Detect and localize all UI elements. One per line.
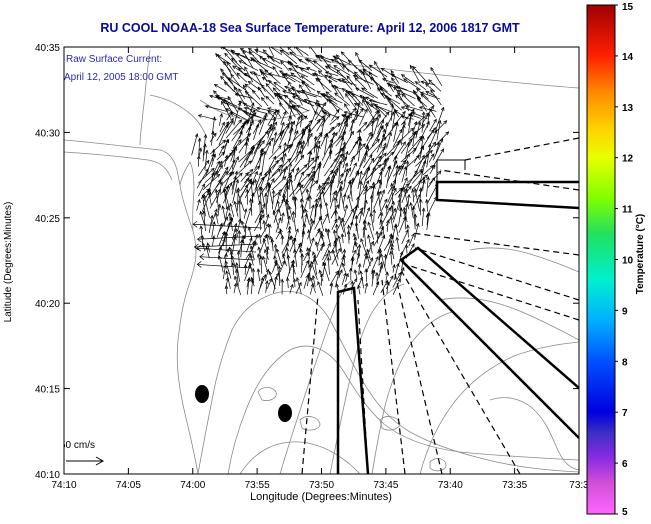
colorbar-tick-label: 8 bbox=[622, 357, 628, 368]
marker-dot-1 bbox=[195, 385, 209, 403]
colorbar-ticks: 15 14 13 12 11 10 9 8 7 6 5 bbox=[615, 2, 634, 518]
x-tick-label: 73:40 bbox=[438, 480, 463, 491]
x-tick-label: 73:55 bbox=[245, 480, 270, 491]
x-tick-label: 73:35 bbox=[502, 480, 527, 491]
x-axis-label: Longitude (Degrees:Minutes) bbox=[250, 491, 392, 503]
colorbar-tick-label: 13 bbox=[622, 103, 634, 114]
y-tick-label: 40:35 bbox=[35, 43, 60, 54]
colorbar-tick-label: 5 bbox=[622, 507, 628, 518]
x-tick-label: 73:3 bbox=[569, 480, 589, 491]
colorbar: 15 14 13 12 11 10 9 8 7 6 5 Temperature (°C) bbox=[587, 2, 646, 518]
y-tick-label: 40:25 bbox=[35, 214, 60, 225]
colorbar-tick-label: 14 bbox=[622, 52, 634, 63]
overlay-line-2: April 12, 2005 18:00 GMT bbox=[64, 72, 179, 83]
y-tick-label: 40:10 bbox=[35, 470, 60, 481]
x-tick-label: 74:05 bbox=[116, 480, 141, 491]
x-tick-label: 73:45 bbox=[373, 480, 398, 491]
colorbar-tick-label: 10 bbox=[622, 256, 634, 267]
x-tick-label: 74:00 bbox=[180, 480, 205, 491]
colorbar-tick-label: 15 bbox=[622, 2, 634, 13]
overlay-line-1: Raw Surface Current: bbox=[66, 54, 162, 65]
colorbar-tick-label: 11 bbox=[622, 205, 633, 216]
y-tick-label: 40:15 bbox=[35, 385, 60, 396]
y-axis-label: Latitude (Degrees:Minutes) bbox=[3, 202, 14, 323]
x-tick-label: 73:50 bbox=[309, 480, 334, 491]
y-tick-label: 40:20 bbox=[35, 299, 60, 310]
colorbar-tick-label: 9 bbox=[622, 306, 628, 317]
scale-label: 50 cm/s bbox=[60, 440, 95, 451]
colorbar-label: Temperature (°C) bbox=[635, 214, 646, 295]
colorbar-tick-label: 7 bbox=[622, 408, 628, 419]
y-tick-label: 40:30 bbox=[35, 128, 60, 139]
colorbar-tick-label: 6 bbox=[622, 459, 628, 470]
map-plot-area: Raw Surface Current: April 12, 2005 18:0… bbox=[60, 41, 579, 474]
colorbar-tick-label: 12 bbox=[622, 154, 634, 165]
figure-title: RU COOL NOAA-18 Sea Surface Temperature:… bbox=[100, 21, 520, 35]
x-tick-label: 74:10 bbox=[51, 480, 76, 491]
colorbar-gradient bbox=[587, 5, 615, 514]
marker-dot-2 bbox=[278, 404, 292, 422]
